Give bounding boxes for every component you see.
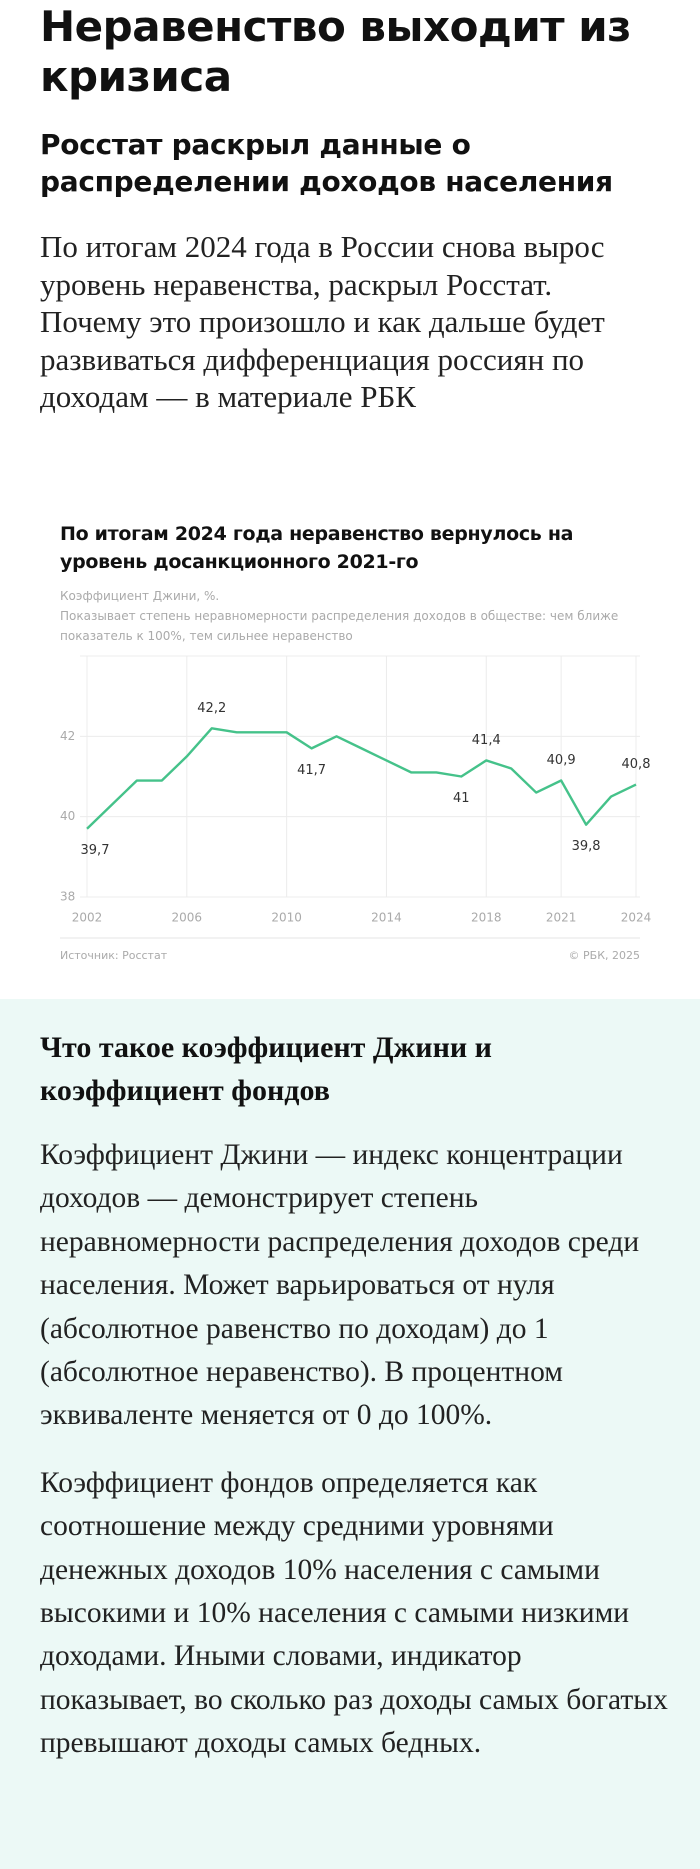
chart: 38 40 42 2002 2006 2010 2014 2018 2021 2024 39,7 42…	[60, 655, 652, 962]
paragraph: Коэффициент Джини — индекс концентрации …	[40, 1139, 640, 1432]
article-subtitle: Росстат раскрыл данные о распределении д…	[40, 128, 613, 198]
value-label: 39,7	[81, 843, 110, 858]
x-tick-label: 2010	[271, 911, 302, 925]
chart-title: По итогам 2024 года неравенство вернулос…	[60, 523, 574, 573]
infobox-title: Что такое коэффициент Джини и коэффициен…	[40, 1031, 492, 1107]
data-line	[86, 727, 637, 830]
copyright: © РБК, 2025	[569, 949, 640, 962]
value-label: 42,2	[197, 701, 226, 716]
value-label: 40,9	[547, 753, 576, 768]
y-tick-label: 40	[60, 809, 75, 823]
paragraph: Коэффициент фондов определяется как соот…	[40, 1466, 668, 1760]
value-label: 41,7	[297, 763, 326, 778]
x-tick-label: 2014	[371, 911, 402, 925]
x-tick-label: 2021	[546, 911, 577, 925]
value-label: 41,4	[472, 733, 501, 748]
article-title: Неравенство выходит из кризиса	[40, 2, 632, 101]
infobox-body: Коэффициент Джини — индекс концентрации …	[40, 1134, 670, 1790]
x-tick-label: 2002	[72, 911, 103, 925]
value-label: 40,8	[622, 757, 651, 772]
article-lead: По итогам 2024 года в России снова вырос…	[40, 229, 605, 414]
y-tick-label: 38	[60, 890, 75, 904]
value-label: 39,8	[572, 839, 601, 854]
source: Источник: Росстат	[60, 949, 168, 962]
y-tick-label: 42	[60, 729, 75, 743]
x-tick-label: 2024	[621, 911, 652, 925]
chart-unit: Коэффициент Джини, %.	[60, 589, 220, 603]
x-tick-label: 2018	[471, 911, 502, 925]
infobox	[0, 999, 700, 1869]
chart-subtitle: Показывает степень неравномерности распр…	[60, 609, 619, 643]
value-label: 41	[453, 791, 470, 806]
x-tick-label: 2006	[172, 911, 203, 925]
